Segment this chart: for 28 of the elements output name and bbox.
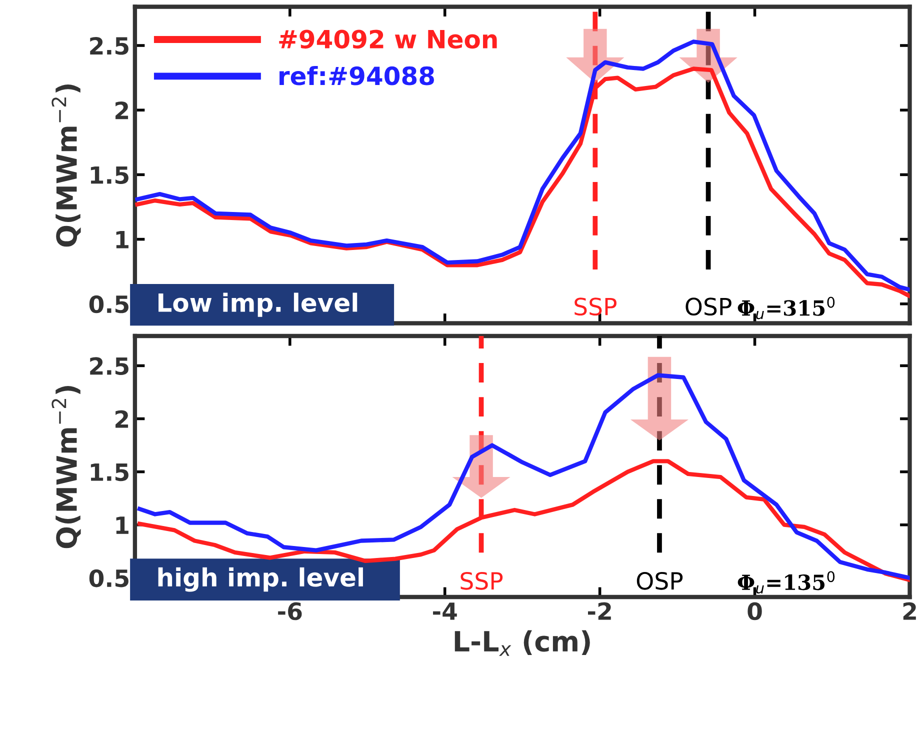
x-tick-label: -6 xyxy=(278,602,302,620)
y-tick-label: 1 xyxy=(116,231,128,248)
y-tick-label: 2.5 xyxy=(90,36,128,55)
ref-line-label: OSP xyxy=(686,298,732,316)
x-tick-label: -2 xyxy=(588,602,611,620)
x-tick-label: -4 xyxy=(433,602,457,620)
y-axis-title: Q(MWm$^{−2}$) xyxy=(52,84,81,247)
ref-line-label: SSP xyxy=(574,298,616,316)
annotation: high imp. level xyxy=(158,567,363,592)
x-axis-title: L-L$_{x}$ (cm) xyxy=(454,630,590,656)
y-tick-label: 1.5 xyxy=(90,464,128,482)
x-tick-label: 2 xyxy=(903,602,916,620)
y-tick-label: 1.5 xyxy=(90,166,128,184)
y-tick-label: 0.5 xyxy=(89,569,128,588)
annotation: Φ$_{u}$=315$^{0}$ xyxy=(738,296,835,320)
y-tick-label: 2 xyxy=(116,102,128,120)
ref-line-label: SSP xyxy=(460,572,503,590)
y-tick-label: 1 xyxy=(116,516,128,534)
y-tick-label: 0.5 xyxy=(89,295,128,314)
annotation: Φ$_{u}$=135$^{0}$ xyxy=(738,571,835,594)
legend-label: #94092 w Neon xyxy=(279,30,497,49)
y-tick-label: 2 xyxy=(116,410,128,428)
legend-label: ref:#94088 xyxy=(280,66,434,86)
y-axis-title: Q(MWm$^{−2}$) xyxy=(52,386,81,548)
ref-line-label: OSP xyxy=(636,572,683,590)
annotation: Low imp. level xyxy=(158,292,358,317)
x-tick-label: 0 xyxy=(748,602,762,620)
y-tick-label: 2.5 xyxy=(90,357,128,376)
